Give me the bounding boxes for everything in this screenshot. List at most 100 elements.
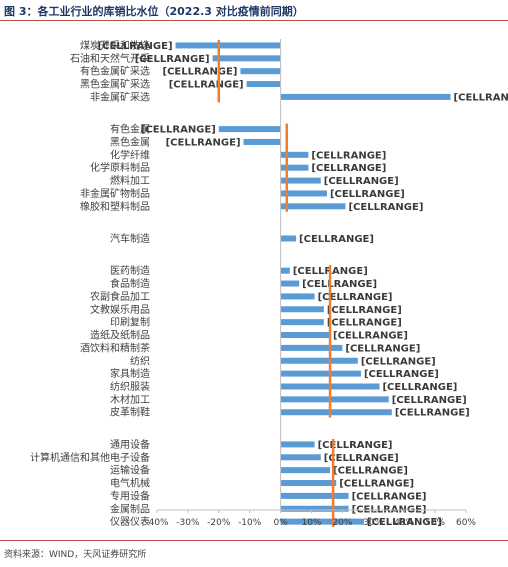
category-label: 橡胶和塑料制品 — [80, 200, 150, 213]
category-label: 计算机通信和其他电子设备 — [30, 451, 150, 464]
bar — [280, 396, 389, 403]
bar — [280, 235, 297, 242]
data-label: [CELLRANGE] — [382, 382, 457, 393]
category-label: 印刷复制 — [110, 316, 150, 329]
data-label: [CELLRANGE] — [324, 176, 399, 187]
category-label: 化学纤维 — [110, 148, 150, 161]
category-label: 电气机械 — [110, 477, 150, 490]
x-tick-label: 40% — [394, 518, 414, 528]
category-label: 汽车制造 — [110, 232, 150, 245]
category-label: 有色金属 — [110, 123, 150, 136]
data-label: [CELLRANGE] — [311, 150, 386, 161]
data-label: [CELLRANGE] — [163, 67, 238, 78]
category-label: 专用设备 — [110, 489, 150, 502]
x-tick-label: -30% — [176, 518, 200, 528]
bar — [280, 441, 315, 448]
category-label: 纺织 — [130, 354, 150, 367]
x-tick-label: 30% — [363, 518, 383, 528]
bar — [280, 409, 392, 416]
bar — [280, 344, 343, 351]
data-label: [CELLRANGE] — [364, 369, 439, 380]
x-tick-label: 0% — [273, 518, 288, 528]
bar-chart: 煤炭开采和洗选[CELLRANGE]石油和天然气开采[CELLRANGE]有色金… — [30, 39, 508, 528]
data-label: [CELLRANGE] — [302, 279, 377, 290]
category-label: 运输设备 — [110, 464, 150, 477]
data-label: [CELLRANGE] — [392, 395, 467, 406]
x-tick-label: 60% — [456, 518, 476, 528]
data-label: [CELLRANGE] — [141, 125, 216, 136]
data-label: [CELLRANGE] — [299, 234, 374, 245]
bar — [280, 505, 349, 512]
bar — [280, 280, 300, 287]
data-label: [CELLRANGE] — [333, 466, 408, 477]
bar — [280, 357, 358, 364]
category-label: 皮革制鞋 — [110, 406, 150, 419]
bar — [280, 164, 309, 171]
category-label: 仪器仪表 — [110, 515, 150, 528]
category-label: 造纸及纸制品 — [90, 329, 150, 342]
category-label: 非金属矿物制品 — [80, 187, 150, 200]
bar — [280, 306, 324, 313]
category-label: 黑色金属矿采选 — [80, 78, 150, 91]
category-label: 酒饮料和精制茶 — [80, 341, 150, 354]
source-note: 资料来源：WIND，天风证券研究所 — [4, 550, 147, 560]
category-label: 石油和天然气开采 — [70, 52, 150, 65]
data-label: [CELLRANGE] — [98, 41, 173, 52]
bar — [280, 319, 324, 326]
x-tick-label: 20% — [332, 518, 352, 528]
bar — [280, 151, 309, 158]
bar — [280, 332, 331, 339]
data-label: [CELLRANGE] — [454, 92, 508, 103]
category-label: 农副食品加工 — [90, 290, 150, 303]
data-label: [CELLRANGE] — [311, 163, 386, 174]
data-label: [CELLRANGE] — [327, 318, 402, 329]
bar — [175, 42, 281, 49]
category-label: 通用设备 — [110, 438, 150, 451]
category-label: 金属制品 — [110, 502, 150, 515]
category-label: 食品制造 — [110, 277, 150, 290]
chart-title: 图 3：各工业行业的库销比水位（2022.3 对比疫情前同期） — [4, 5, 304, 18]
category-label: 化学原料制品 — [90, 161, 150, 174]
x-tick-label: 10% — [301, 518, 321, 528]
category-label: 煤炭开采和洗选 — [80, 39, 150, 52]
bar — [280, 480, 337, 487]
data-label: [CELLRANGE] — [367, 517, 442, 528]
data-label: [CELLRANGE] — [135, 54, 210, 65]
data-label: [CELLRANGE] — [348, 202, 423, 213]
bar — [243, 138, 281, 145]
data-label: [CELLRANGE] — [324, 453, 399, 464]
bar — [280, 267, 290, 274]
title-rule — [0, 20, 508, 21]
data-label: [CELLRANGE] — [169, 80, 244, 91]
bar — [246, 81, 281, 88]
data-label: [CELLRANGE] — [330, 189, 405, 200]
data-label: [CELLRANGE] — [333, 331, 408, 342]
data-label: [CELLRANGE] — [361, 356, 436, 367]
x-tick-label: -20% — [207, 518, 231, 528]
data-label: [CELLRANGE] — [345, 343, 420, 354]
bar — [280, 370, 361, 377]
category-label: 文教娱乐用品 — [90, 303, 150, 316]
category-label: 非金属矿采选 — [90, 90, 150, 103]
data-label: [CELLRANGE] — [339, 479, 414, 490]
bar — [212, 55, 281, 62]
data-label: [CELLRANGE] — [166, 137, 241, 148]
data-label: [CELLRANGE] — [327, 305, 402, 316]
category-label: 黑色金属 — [110, 135, 150, 148]
data-label: [CELLRANGE] — [352, 491, 427, 502]
category-label: 纺织服装 — [110, 380, 150, 393]
source-rule — [0, 540, 508, 541]
x-tick-label: 50% — [425, 518, 445, 528]
category-label: 家具制造 — [110, 367, 150, 380]
x-tick-label: -40% — [145, 518, 169, 528]
data-label: [CELLRANGE] — [318, 440, 393, 451]
x-tick-label: -10% — [238, 518, 262, 528]
category-label: 木材加工 — [110, 393, 150, 406]
category-label: 医药制造 — [110, 264, 150, 277]
bar — [280, 203, 346, 210]
bar — [280, 190, 327, 197]
bar — [218, 126, 281, 133]
data-label: [CELLRANGE] — [318, 292, 393, 303]
category-label: 有色金属矿采选 — [80, 65, 150, 78]
bar — [240, 68, 281, 75]
